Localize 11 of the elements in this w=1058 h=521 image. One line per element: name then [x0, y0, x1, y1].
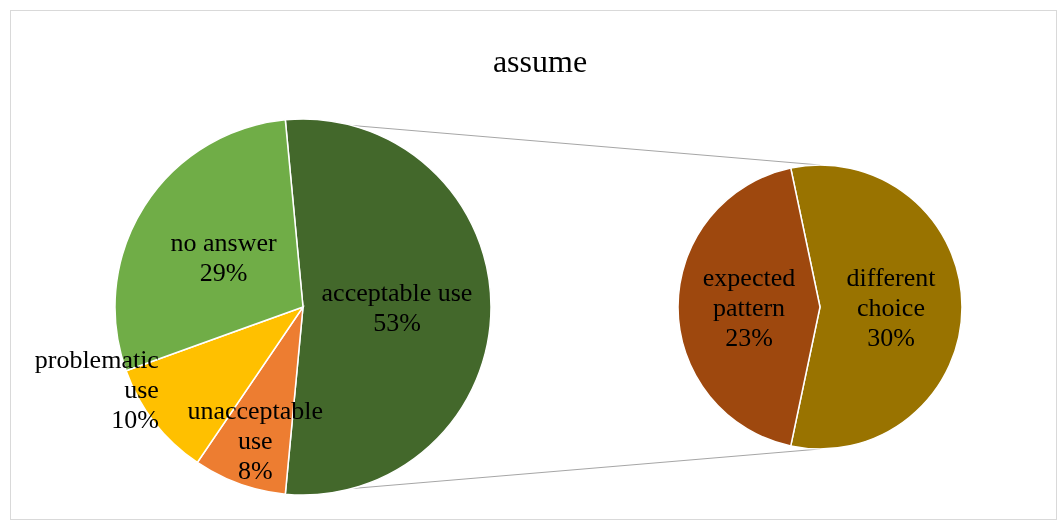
slice-label: different choice: [846, 263, 937, 323]
data-label: 23%: [725, 323, 773, 352]
data-label: 10%: [111, 404, 159, 434]
data-label: 30%: [867, 323, 915, 352]
slice-label: acceptable use: [321, 278, 473, 308]
slice-label: no answer: [170, 227, 278, 257]
slice-label: expected pattern: [702, 263, 796, 323]
chart-title: assume: [492, 43, 588, 79]
data-label: 29%: [199, 257, 248, 287]
data-label: 8%: [237, 455, 273, 485]
data-label: 53%: [373, 308, 421, 338]
